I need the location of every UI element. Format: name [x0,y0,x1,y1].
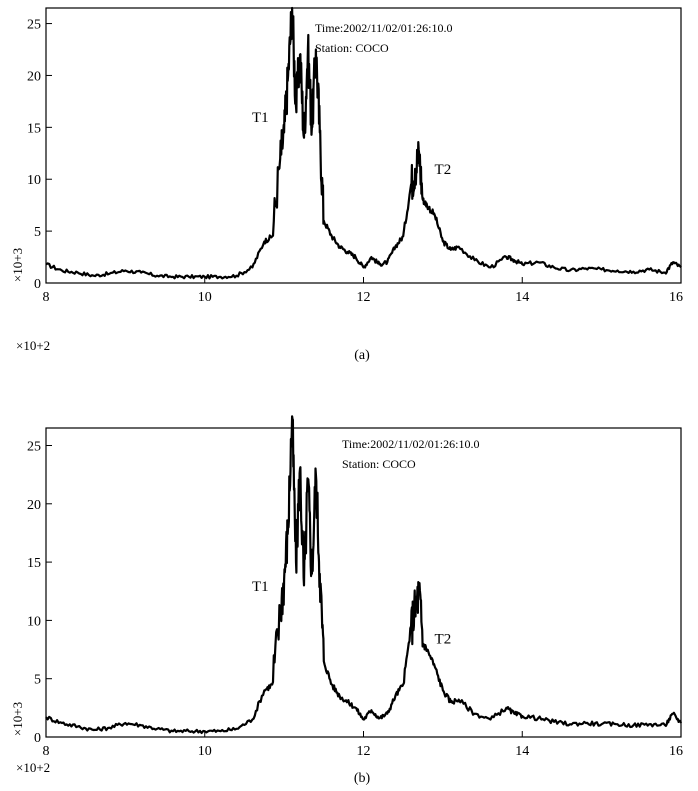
y-tick-label-b-2: 10 [27,614,41,629]
y-tick-label-a-3: 15 [27,121,41,136]
y-tick-labels-a: 0 5 10 15 20 25 [27,18,41,292]
caption-a: (a) [354,348,370,363]
annotation-t2-b: T2 [435,632,452,648]
y-tick-label-b-5: 25 [27,439,41,454]
x-tick-label-b-2: 12 [357,744,371,759]
y-tick-label-a-0: 0 [34,277,41,292]
x-tick-label-b-1: 10 [198,744,212,759]
y-tick-label-b-1: 5 [34,673,41,688]
panel-a: 8 10 12 14 16 0 5 10 15 20 25 Time:2002/11/02/01:… [10,6,684,363]
x-tick-label-a-1: 10 [198,290,212,305]
y-multiplier-b: ×10+3 [10,702,25,736]
y-tick-labels-b: 0 5 10 15 20 25 [27,439,41,746]
y-tick-label-b-4: 20 [27,498,41,513]
info-time-a: Time:2002/11/02/01:26:10.0 [315,21,452,35]
annotation-t1-a: T1 [252,110,269,126]
x-multiplier-a: ×10+2 [16,338,50,353]
caption-b: (b) [354,771,371,786]
info-station-a: Station: COCO [315,41,389,55]
y-tick-label-a-5: 25 [27,18,41,33]
signal-line-b [45,415,683,735]
plot-frame-b [45,427,682,738]
x-tick-label-b-0: 8 [43,744,50,759]
info-time-b: Time:2002/11/02/01:26:10.0 [342,437,479,451]
x-tick-label-b-4: 16 [669,744,683,759]
y-tick-label-b-3: 15 [27,556,41,571]
tick-marks-b [45,444,682,738]
x-tick-labels-a: 8 10 12 14 16 [43,290,684,305]
y-tick-label-b-0: 0 [34,731,41,746]
signal-line-a [45,6,682,280]
info-station-b: Station: COCO [342,457,416,471]
y-tick-label-a-4: 20 [27,69,41,84]
x-tick-label-a-0: 8 [43,290,50,305]
y-tick-label-a-2: 10 [27,173,41,188]
y-multiplier-a: ×10+3 [10,248,25,282]
annotation-t2-a: T2 [435,162,452,178]
x-multiplier-b: ×10+2 [16,760,50,775]
x-tick-label-a-3: 14 [515,290,529,305]
annotation-t1-b: T1 [252,579,269,595]
x-tick-label-a-2: 12 [357,290,371,305]
tick-marks-a [45,23,682,284]
panel-b: 8 10 12 14 16 0 5 10 15 20 25 Time:2002/11/02/01:… [10,415,684,786]
x-tick-labels-b: 8 10 12 14 16 [43,744,684,759]
x-tick-label-a-4: 16 [669,290,683,305]
x-tick-label-b-3: 14 [515,744,529,759]
y-tick-label-a-1: 5 [34,225,41,240]
